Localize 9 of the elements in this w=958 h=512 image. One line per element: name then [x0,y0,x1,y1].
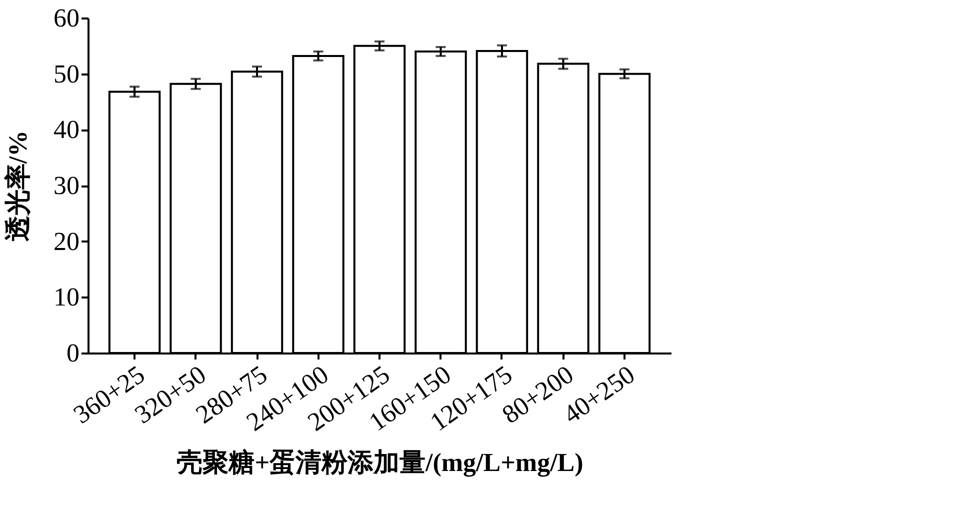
y-tick-label: 40 [54,115,80,144]
y-tick-label: 0 [66,338,80,368]
y-tick-label: 60 [54,4,80,32]
y-tick-label: 20 [54,226,80,256]
y-axis-title: 透光率/% [4,130,32,242]
x-axis-title: 壳聚糖+蛋清粉添加量/(mg/L+mg/L) [176,448,584,477]
y-tick-label: 10 [54,282,80,312]
y-tick-label: 50 [54,59,80,88]
y-tick-label: 30 [54,171,80,200]
